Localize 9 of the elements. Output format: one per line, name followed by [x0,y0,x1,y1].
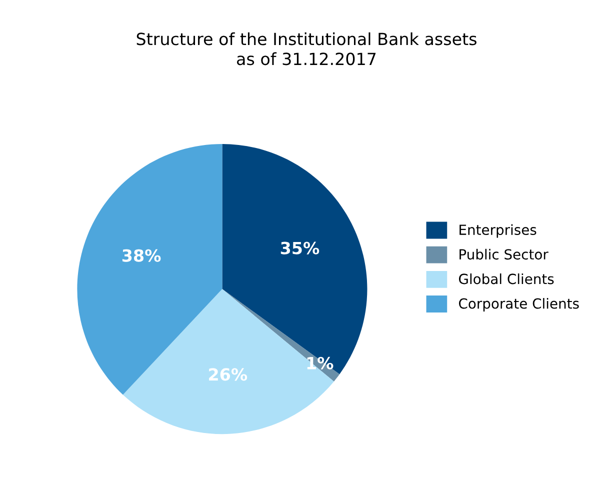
data-label: 38% [122,249,161,262]
legend-label: Enterprises [460,224,536,238]
legend-label: Global Clients [459,273,554,284]
legend-label: Public Sector [460,248,548,260]
pie-slice [122,289,334,434]
chart-title: Structure of the Institutional Bank assets as of 31.12.2017 [136,32,476,66]
data-label: 26% [209,368,248,381]
legend-label: Corporate Clients [459,298,579,312]
data-label: 35% [280,242,320,254]
